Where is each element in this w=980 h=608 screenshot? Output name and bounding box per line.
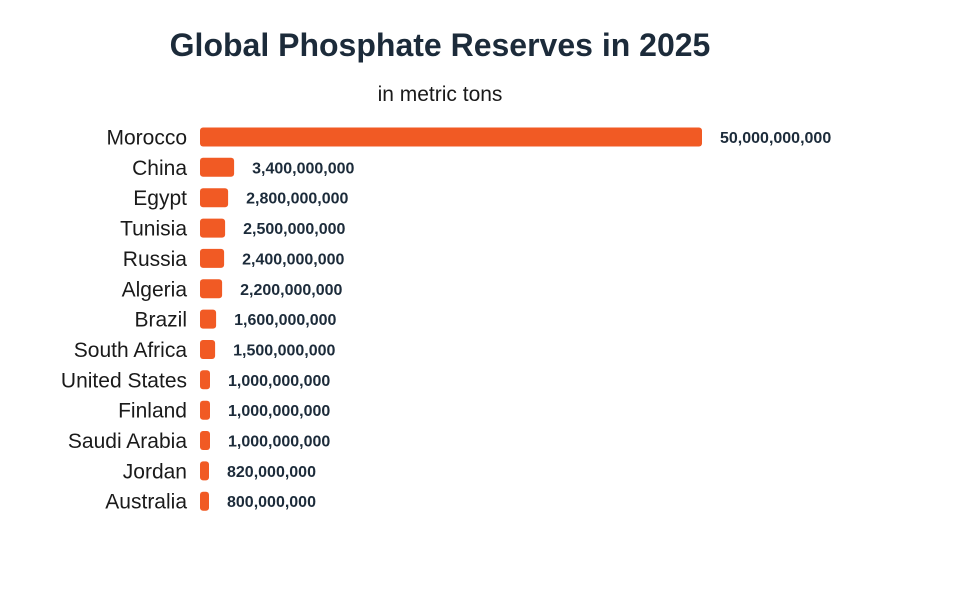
- bar-egypt: [200, 188, 229, 208]
- bar-south-africa: [200, 340, 216, 359]
- bar-morocco: [200, 127, 702, 147]
- value-label-china: 3,400,000,000: [252, 160, 354, 177]
- category-label-australia: Australia: [105, 491, 187, 514]
- value-label-australia: 800,000,000: [227, 494, 316, 511]
- chart-title: Global Phosphate Reserves in 2025: [170, 27, 711, 63]
- bar-saudi-arabia: [200, 431, 210, 450]
- bar-tunisia: [200, 218, 226, 238]
- bar-algeria: [200, 279, 223, 299]
- category-label-jordan: Jordan: [123, 460, 187, 483]
- category-label-south-africa: South Africa: [74, 339, 188, 362]
- value-label-saudi-arabia: 1,000,000,000: [228, 434, 330, 451]
- bar-australia: [200, 491, 209, 511]
- category-label-algeria: Algeria: [122, 278, 188, 301]
- value-label-jordan: 820,000,000: [227, 464, 316, 481]
- value-label-tunisia: 2,500,000,000: [243, 221, 345, 238]
- value-label-south-africa: 1,500,000,000: [233, 343, 335, 360]
- value-labels: 50,000,000,000 3,400,000,000 2,800,000,000…: [227, 130, 831, 511]
- category-labels: Morocco China Egypt Tunisia Russia Algeria Bra…: [61, 127, 187, 514]
- category-label-egypt: Egypt: [133, 187, 187, 210]
- value-label-finland: 1,000,000,000: [228, 403, 330, 420]
- category-label-morocco: Morocco: [106, 127, 187, 150]
- bars-group: [200, 127, 702, 511]
- value-label-brazil: 1,600,000,000: [234, 312, 336, 329]
- bar-china: [200, 157, 235, 177]
- value-label-russia: 2,400,000,000: [242, 251, 344, 268]
- chart-subtitle: in metric tons: [378, 83, 503, 106]
- bar-united-states: [200, 370, 210, 390]
- category-label-china: China: [132, 157, 187, 180]
- category-label-united-states: United States: [61, 369, 187, 392]
- bar-russia: [200, 248, 225, 268]
- category-label-brazil: Brazil: [134, 309, 187, 332]
- value-label-algeria: 2,200,000,000: [240, 282, 342, 299]
- category-label-finland: Finland: [118, 400, 187, 423]
- bar-finland: [200, 400, 210, 420]
- category-label-saudi-arabia: Saudi Arabia: [68, 430, 187, 453]
- value-label-united-states: 1,000,000,000: [228, 373, 330, 390]
- category-label-russia: Russia: [123, 248, 188, 271]
- value-label-egypt: 2,800,000,000: [246, 191, 348, 208]
- category-label-tunisia: Tunisia: [120, 218, 187, 241]
- bar-jordan: [200, 461, 209, 481]
- bar-brazil: [200, 309, 217, 329]
- value-label-morocco: 50,000,000,000: [720, 130, 831, 147]
